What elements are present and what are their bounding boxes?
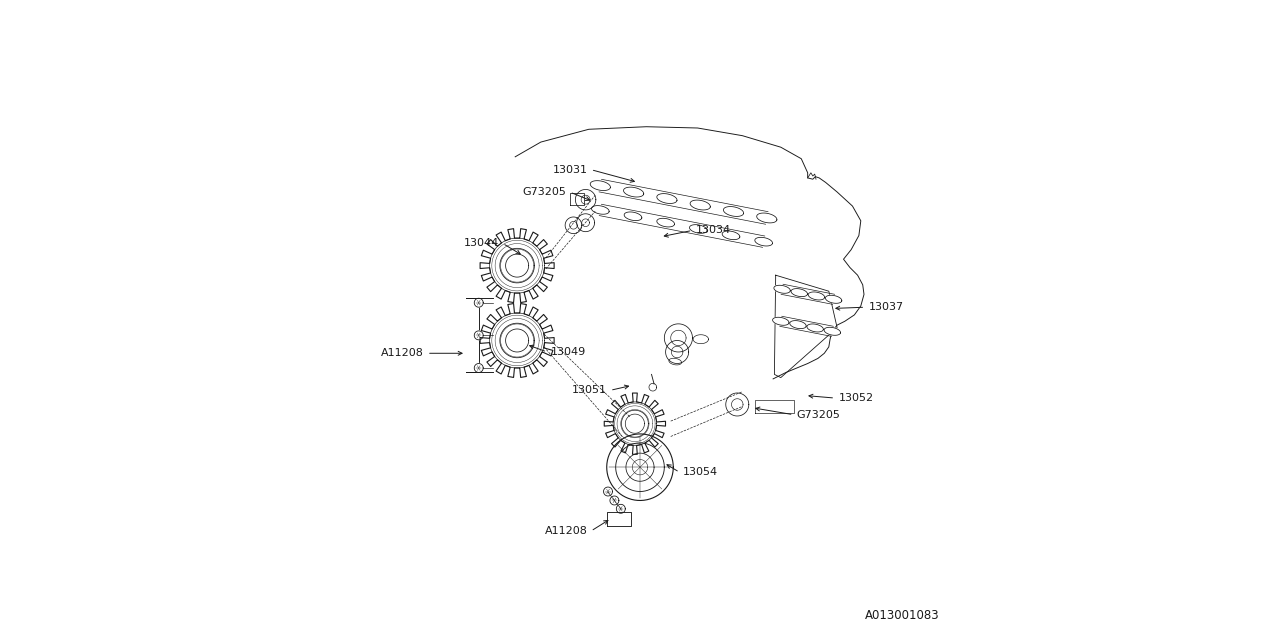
Polygon shape — [613, 402, 657, 445]
Polygon shape — [500, 248, 535, 283]
Polygon shape — [826, 295, 842, 303]
Polygon shape — [755, 400, 794, 413]
Polygon shape — [773, 317, 788, 325]
Polygon shape — [576, 189, 595, 210]
Polygon shape — [623, 187, 644, 197]
Polygon shape — [806, 324, 823, 332]
Polygon shape — [490, 313, 545, 368]
Polygon shape — [591, 205, 609, 214]
Polygon shape — [664, 324, 692, 352]
Polygon shape — [590, 180, 611, 191]
Polygon shape — [726, 393, 749, 416]
Text: A11208: A11208 — [381, 348, 424, 358]
Text: A013001083: A013001083 — [865, 609, 940, 622]
Polygon shape — [475, 331, 484, 340]
Polygon shape — [607, 434, 673, 500]
Polygon shape — [617, 504, 625, 513]
Polygon shape — [791, 289, 808, 296]
Polygon shape — [625, 212, 641, 221]
Polygon shape — [480, 228, 554, 303]
Text: 13044: 13044 — [463, 238, 499, 248]
Polygon shape — [566, 217, 581, 234]
Text: 13054: 13054 — [684, 467, 718, 477]
Text: 13051: 13051 — [572, 385, 607, 396]
Polygon shape — [657, 194, 677, 204]
Polygon shape — [480, 303, 554, 378]
Text: 13049: 13049 — [550, 347, 586, 357]
Text: G73205: G73205 — [796, 410, 841, 420]
Polygon shape — [657, 218, 675, 227]
Polygon shape — [500, 323, 535, 358]
Polygon shape — [824, 327, 841, 335]
Text: 13034: 13034 — [696, 225, 731, 236]
Polygon shape — [774, 285, 790, 293]
Polygon shape — [690, 200, 710, 210]
Text: 13052: 13052 — [838, 393, 873, 403]
Polygon shape — [808, 292, 824, 300]
Text: 13037: 13037 — [869, 302, 904, 312]
Polygon shape — [611, 496, 620, 505]
Polygon shape — [622, 410, 648, 437]
Polygon shape — [649, 383, 657, 391]
Polygon shape — [604, 487, 613, 496]
Polygon shape — [475, 298, 484, 307]
Polygon shape — [694, 335, 709, 344]
Polygon shape — [755, 237, 773, 246]
Polygon shape — [690, 225, 707, 233]
Polygon shape — [577, 214, 594, 232]
Polygon shape — [756, 213, 777, 223]
Polygon shape — [722, 231, 740, 239]
Text: 13031: 13031 — [553, 164, 588, 175]
Polygon shape — [723, 207, 744, 216]
Polygon shape — [607, 512, 631, 526]
Polygon shape — [774, 275, 837, 378]
Text: G73205: G73205 — [522, 187, 566, 197]
Polygon shape — [604, 393, 666, 454]
Polygon shape — [570, 193, 584, 205]
Polygon shape — [475, 364, 484, 372]
Polygon shape — [616, 443, 664, 492]
Polygon shape — [490, 238, 545, 293]
Polygon shape — [790, 321, 806, 328]
Polygon shape — [666, 340, 689, 364]
Text: A11208: A11208 — [545, 526, 588, 536]
